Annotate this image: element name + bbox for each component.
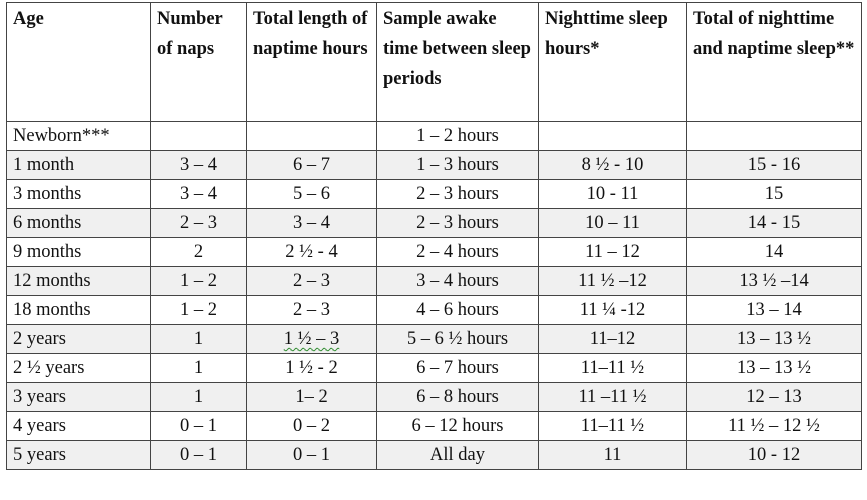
total-sleep-cell: 13 – 14	[686, 295, 862, 325]
naptime-hours-cell: 1 ½ – 3	[246, 324, 377, 354]
age-cell: 1 month	[6, 150, 151, 180]
naps-cell	[150, 121, 247, 151]
total-sleep-cell: 14 - 15	[686, 208, 862, 238]
nighttime-sleep-cell: 11 –11 ½	[538, 382, 687, 412]
age-cell: 3 years	[6, 382, 151, 412]
total-sleep-cell: 11 ½ – 12 ½	[686, 411, 862, 441]
age-cell: 2 years	[6, 324, 151, 354]
nighttime-sleep-cell: 10 - 11	[538, 179, 687, 209]
naps-cell: 2	[150, 237, 247, 267]
naps-cell: 1	[150, 324, 247, 354]
nighttime-sleep-cell: 8 ½ - 10	[538, 150, 687, 180]
awake-time-cell: 2 – 3 hours	[376, 208, 539, 238]
nighttime-sleep-cell: 11 – 12	[538, 237, 687, 267]
awake-time-cell: 2 – 4 hours	[376, 237, 539, 267]
naptime-hours-cell: 6 – 7	[246, 150, 377, 180]
table-header-row: Age Number of naps Total length of napti…	[6, 2, 862, 122]
age-cell: 2 ½ years	[6, 353, 151, 383]
awake-time-cell: 6 – 8 hours	[376, 382, 539, 412]
naps-cell: 0 – 1	[150, 411, 247, 441]
nighttime-sleep-cell: 11	[538, 440, 687, 470]
naps-cell: 0 – 1	[150, 440, 247, 470]
naps-cell: 1	[150, 353, 247, 383]
awake-time-cell: 1 – 2 hours	[376, 121, 539, 151]
nighttime-sleep-cell: 10 – 11	[538, 208, 687, 238]
age-cell: 6 months	[6, 208, 151, 238]
naptime-hours-cell: 1– 2	[246, 382, 377, 412]
awake-time-cell: All day	[376, 440, 539, 470]
header-total-naptime: Total length of naptime hours	[246, 2, 377, 122]
awake-time-cell: 6 – 12 hours	[376, 411, 539, 441]
nighttime-sleep-cell: 11–11 ½	[538, 353, 687, 383]
age-cell: 5 years	[6, 440, 151, 470]
age-cell: 4 years	[6, 411, 151, 441]
table-row: Newborn*** 1 – 2 hours	[6, 121, 862, 151]
header-total-sleep: Total of nighttime and naptime sleep**	[686, 2, 862, 122]
total-sleep-cell: 15 - 16	[686, 150, 862, 180]
awake-time-cell: 5 – 6 ½ hours	[376, 324, 539, 354]
total-sleep-cell: 10 - 12	[686, 440, 862, 470]
age-cell: Newborn***	[6, 121, 151, 151]
naptime-hours-cell: 0 – 1	[246, 440, 377, 470]
age-cell: 12 months	[6, 266, 151, 296]
naps-cell: 1 – 2	[150, 266, 247, 296]
total-sleep-cell: 13 – 13 ½	[686, 324, 862, 354]
awake-time-cell: 2 – 3 hours	[376, 179, 539, 209]
total-sleep-cell: 14	[686, 237, 862, 267]
naptime-hours-cell	[246, 121, 377, 151]
naptime-hours-cell: 2 ½ - 4	[246, 237, 377, 267]
naptime-hours-cell: 5 – 6	[246, 179, 377, 209]
naptime-hours-cell: 0 – 2	[246, 411, 377, 441]
awake-time-cell: 3 – 4 hours	[376, 266, 539, 296]
total-sleep-cell: 12 – 13	[686, 382, 862, 412]
total-sleep-cell: 13 – 13 ½	[686, 353, 862, 383]
total-sleep-cell: 13 ½ –14	[686, 266, 862, 296]
nighttime-sleep-cell	[538, 121, 687, 151]
naps-cell: 1 – 2	[150, 295, 247, 325]
nighttime-sleep-cell: 11–11 ½	[538, 411, 687, 441]
sleep-schedule-table: Age Number of naps Total length of napti…	[6, 2, 862, 470]
naps-cell: 3 – 4	[150, 179, 247, 209]
naptime-hours-cell: 1 ½ - 2	[246, 353, 377, 383]
header-nighttime-sleep: Nighttime sleep hours*	[538, 2, 687, 122]
header-age: Age	[6, 2, 151, 122]
nighttime-sleep-cell: 11 ½ –12	[538, 266, 687, 296]
nighttime-sleep-cell: 11 ¼ -12	[538, 295, 687, 325]
naptime-hours-cell: 2 – 3	[246, 266, 377, 296]
naptime-hours-cell: 3 – 4	[246, 208, 377, 238]
naps-cell: 1	[150, 382, 247, 412]
total-sleep-cell: 15	[686, 179, 862, 209]
header-number-of-naps: Number of naps	[150, 2, 247, 122]
naps-cell: 2 – 3	[150, 208, 247, 238]
age-cell: 18 months	[6, 295, 151, 325]
header-awake-time: Sample awake time between sleep periods	[376, 2, 539, 122]
awake-time-cell: 1 – 3 hours	[376, 150, 539, 180]
total-sleep-cell	[686, 121, 862, 151]
nighttime-sleep-cell: 11–12	[538, 324, 687, 354]
awake-time-cell: 4 – 6 hours	[376, 295, 539, 325]
age-cell: 3 months	[6, 179, 151, 209]
naptime-hours-cell: 2 – 3	[246, 295, 377, 325]
awake-time-cell: 6 – 7 hours	[376, 353, 539, 383]
age-cell: 9 months	[6, 237, 151, 267]
naps-cell: 3 – 4	[150, 150, 247, 180]
